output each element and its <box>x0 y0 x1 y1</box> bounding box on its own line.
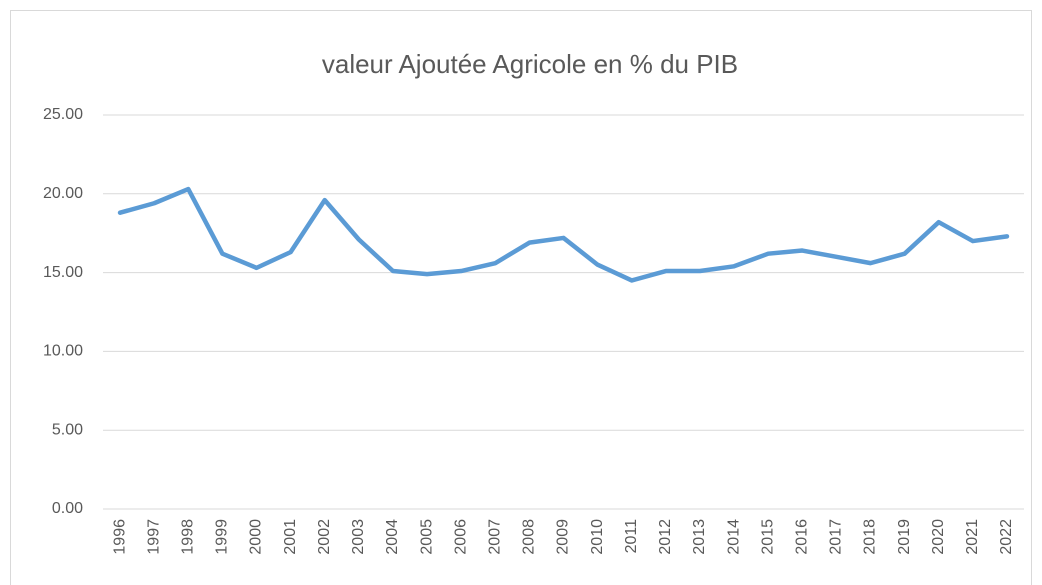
y-tick-label: 25.00 <box>43 106 83 123</box>
x-tick-label: 2011 <box>623 519 640 554</box>
x-tick-label: 1997 <box>145 519 162 555</box>
x-tick-label: 2008 <box>521 519 538 555</box>
y-tick-label: 5.00 <box>52 421 83 438</box>
x-tick-label: 2022 <box>998 519 1015 555</box>
x-tick-label: 2019 <box>896 519 913 555</box>
x-tick-label: 2017 <box>828 519 845 555</box>
x-tick-label: 2013 <box>691 519 708 555</box>
data-line <box>117 186 1010 283</box>
x-tick-label: 2000 <box>248 519 265 555</box>
x-tick-label: 2016 <box>793 519 810 555</box>
x-tick-label: 2009 <box>555 519 572 555</box>
chart-frame <box>10 10 1032 585</box>
x-tick-label: 2002 <box>316 519 333 555</box>
x-tick-label: 2020 <box>930 519 947 555</box>
x-tick-label: 2010 <box>589 519 606 555</box>
x-tick-label: 2021 <box>964 519 981 555</box>
x-tick-label: 2015 <box>759 519 776 555</box>
x-tick-label: 1996 <box>111 519 128 555</box>
x-tick-label: 1999 <box>214 519 231 555</box>
y-tick-label: 15.00 <box>43 264 83 281</box>
x-tick-label: 2005 <box>418 519 435 555</box>
x-tick-label: 2003 <box>350 519 367 555</box>
x-tick-label: 2006 <box>452 519 469 555</box>
y-tick-label: 10.00 <box>43 343 83 360</box>
x-tick-label: 2001 <box>282 519 299 555</box>
x-tick-label: 2014 <box>725 519 742 555</box>
x-tick-label: 2004 <box>384 519 401 555</box>
x-tick-label: 1998 <box>179 519 196 555</box>
x-tick-label: 2012 <box>657 519 674 555</box>
y-tick-label: 20.00 <box>43 185 83 202</box>
y-tick-label: 0.00 <box>52 500 83 517</box>
x-tick-label: 2018 <box>862 519 879 555</box>
x-tick-label: 2007 <box>486 519 503 555</box>
chart-title: valeur Ajoutée Agricole en % du PIB <box>322 49 738 79</box>
